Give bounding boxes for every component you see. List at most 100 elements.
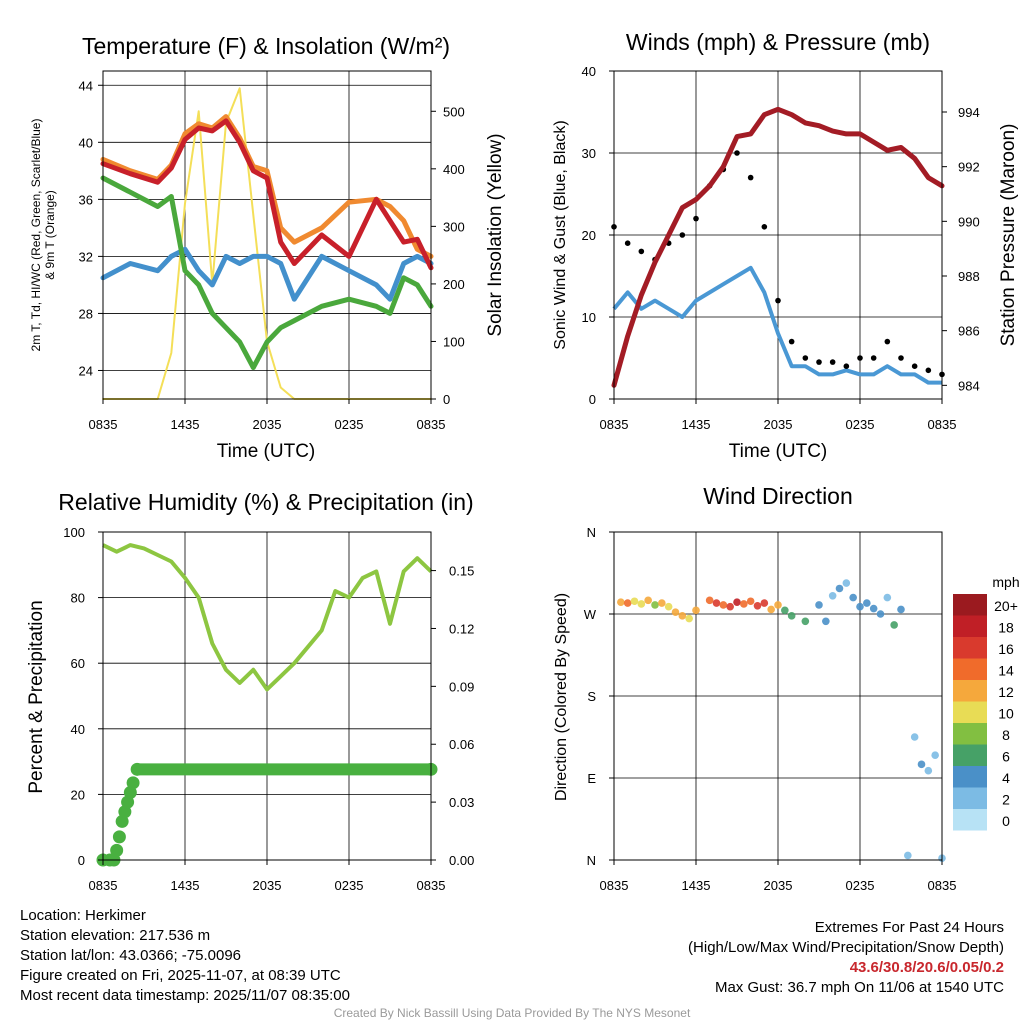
y-tick-label: 80	[71, 591, 85, 606]
x-tick-label: 2035	[764, 417, 793, 432]
wind-xlabel: Time (UTC)	[729, 441, 828, 462]
y2-tick-label: 984	[958, 378, 980, 393]
y2-tick-label: 0	[443, 392, 450, 407]
extremes-subtitle: (High/Low/Max Wind/Precipitation/Snow De…	[688, 939, 1004, 956]
legend-swatch	[953, 680, 987, 702]
direction-point	[726, 602, 734, 611]
direction-point	[897, 605, 905, 614]
direction-point	[917, 760, 926, 769]
y-tick-label: 28	[79, 306, 93, 321]
y2-tick-label: 500	[443, 104, 465, 119]
temp-series-line	[100, 175, 434, 371]
x-tick-label: 0835	[89, 878, 118, 893]
x-tick-label: 0835	[928, 878, 957, 893]
dir-ylabel-left: Direction (Colored By Speed)	[553, 593, 570, 801]
y-tick-label: 0	[589, 392, 596, 407]
y2-tick-label: 100	[443, 334, 465, 349]
gust-point	[747, 174, 754, 181]
y2-tick-label: 0.03	[449, 795, 474, 810]
extremes-info: Extremes For Past 24 Hours (High/Low/Max…	[688, 918, 1004, 998]
gust-point	[624, 240, 631, 246]
y2-tick-label: 986	[958, 324, 980, 339]
sonic-wind-line	[612, 265, 942, 385]
y2-tick-label: 0.06	[449, 737, 474, 752]
x-tick-label: 2035	[253, 417, 282, 432]
gust-point	[898, 355, 904, 361]
y-tick-label: 40	[79, 135, 93, 150]
y-tick-label: 30	[582, 146, 596, 161]
dir-title: Wind Direction	[703, 483, 853, 509]
gust-point	[734, 150, 740, 156]
extremes-values: 43.6/30.8/20.6/0.05/0.2	[849, 959, 1004, 976]
gust-point	[857, 355, 863, 361]
y-tick-label: 100	[63, 525, 85, 540]
direction-point	[740, 600, 748, 608]
x-tick-label: 0835	[417, 878, 446, 893]
legend-label: 6	[1002, 749, 1010, 765]
x-tick-label: 1435	[171, 878, 200, 893]
x-tick-label: 0235	[335, 417, 364, 432]
temp-ylabel-left: 2m T, Td, HI/WC (Red, Green, Scarlet/Blu…	[29, 119, 43, 352]
direction-point	[828, 591, 837, 600]
y2-tick-label: 0.12	[449, 621, 474, 636]
direction-point	[931, 751, 939, 760]
legend-label: 2	[1002, 792, 1010, 808]
legend-swatch	[953, 637, 987, 659]
y-tick-label: N	[587, 853, 596, 868]
direction-point	[781, 606, 789, 615]
y-tick-label: 36	[79, 192, 93, 207]
wind-panel: Winds (mph) & Pressure (mb) 0835 1435 2035…	[552, 29, 1019, 462]
direction-point	[774, 601, 782, 609]
direction-point	[678, 612, 687, 620]
legend-label: 16	[998, 641, 1014, 657]
legend-swatch	[953, 701, 987, 723]
speed-legend: 20+ 18 16 14 12 10 8 6 4 2 0	[953, 594, 1018, 831]
direction-point	[719, 601, 728, 609]
gust-point	[843, 363, 850, 370]
x-tick-label: 0235	[335, 878, 364, 893]
legend-label: 18	[998, 620, 1014, 636]
x-tick-label: 2035	[253, 878, 282, 893]
y2-tick-label: 300	[443, 219, 465, 234]
direction-point	[685, 614, 693, 623]
direction-point	[890, 621, 898, 629]
pressure-line	[611, 106, 945, 388]
direction-point	[856, 602, 864, 611]
gust-point	[870, 355, 877, 361]
extremes-title: Extremes For Past 24 Hours	[814, 919, 1004, 936]
direction-point	[910, 733, 919, 741]
direction-point	[644, 596, 652, 605]
y-tick-label: S	[587, 689, 596, 704]
y-tick-label: W	[584, 607, 597, 622]
legend-label: 20+	[994, 598, 1018, 614]
y-tick-label: 40	[71, 722, 85, 737]
y2-tick-label: 0.00	[449, 853, 474, 868]
gust-point	[816, 359, 822, 365]
legend-label: 14	[998, 663, 1014, 679]
y-tick-label: 44	[79, 78, 93, 93]
temp-xlabel: Time (UTC)	[217, 441, 316, 462]
wind-ylabel-right: Station Pressure (Maroon)	[998, 124, 1019, 347]
credit-text: Created By Nick Bassill Using Data Provi…	[333, 1006, 691, 1020]
y-tick-label: 32	[79, 249, 93, 264]
location-text: Location: Herkimer	[20, 907, 146, 924]
y2-tick-label: 400	[443, 162, 465, 177]
gust-point	[884, 338, 891, 345]
gust-point	[761, 224, 768, 230]
direction-point	[753, 602, 762, 610]
y2-tick-label: 990	[958, 214, 980, 229]
precip-point	[112, 830, 126, 844]
gust-point	[775, 297, 781, 304]
direction-point	[849, 593, 857, 602]
temp-series-line	[100, 118, 434, 271]
y2-tick-label: 0.09	[449, 679, 474, 694]
y-tick-label: 20	[582, 228, 596, 243]
direction-point	[835, 584, 844, 593]
legend-swatch	[953, 787, 987, 809]
legend-label: 0	[1002, 813, 1010, 829]
y-tick-label: 20	[71, 787, 85, 802]
dir-panel: Wind Direction 0835 1435 2035 0235 0835 N W S E…	[553, 483, 1020, 893]
rh-line	[102, 543, 433, 692]
direction-point	[822, 617, 830, 626]
direction-point	[712, 599, 721, 607]
